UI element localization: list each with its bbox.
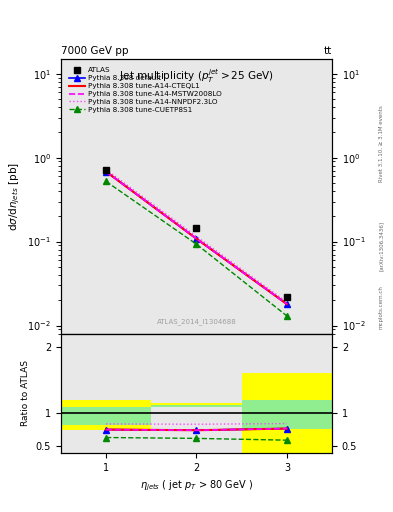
Pythia 8.308 tune-A14-NNPDF2.3LO: [285, 299, 289, 305]
Pythia 8.308 tune-A14-NNPDF2.3LO: [194, 233, 199, 240]
Pythia 8.308 default: [285, 301, 289, 307]
Pythia 8.308 tune-A14-CTEQL1: [104, 168, 108, 175]
Text: Rivet 3.1.10, ≥ 3.1M events: Rivet 3.1.10, ≥ 3.1M events: [379, 105, 384, 182]
Text: 7000 GeV pp: 7000 GeV pp: [61, 46, 129, 56]
ATLAS: [285, 294, 289, 300]
Line: Pythia 8.308 tune-A14-MSTW2008LO: Pythia 8.308 tune-A14-MSTW2008LO: [106, 172, 287, 304]
Line: Pythia 8.308 default: Pythia 8.308 default: [103, 169, 290, 307]
Pythia 8.308 tune-CUETP8S1: [285, 313, 289, 319]
Y-axis label: d$\sigma$/d$n_{jets}$ [pb]: d$\sigma$/d$n_{jets}$ [pb]: [7, 162, 22, 231]
Pythia 8.308 tune-CUETP8S1: [104, 178, 108, 184]
Pythia 8.308 tune-A14-CTEQL1: [194, 236, 199, 242]
Line: Pythia 8.308 tune-A14-NNPDF2.3LO: Pythia 8.308 tune-A14-NNPDF2.3LO: [106, 169, 287, 302]
Pythia 8.308 tune-A14-MSTW2008LO: [285, 301, 289, 307]
Line: ATLAS: ATLAS: [103, 166, 290, 300]
Text: ATLAS_2014_I1304688: ATLAS_2014_I1304688: [157, 318, 236, 326]
Text: [arXiv:1306.3436]: [arXiv:1306.3436]: [379, 221, 384, 271]
ATLAS: [104, 166, 108, 173]
Legend: ATLAS, Pythia 8.308 default, Pythia 8.308 tune-A14-CTEQL1, Pythia 8.308 tune-A14: ATLAS, Pythia 8.308 default, Pythia 8.30…: [67, 65, 224, 115]
Text: tt: tt: [324, 46, 332, 56]
Pythia 8.308 tune-A14-MSTW2008LO: [104, 168, 108, 175]
X-axis label: $\eta_{jets}$ ( jet $p_T$ > 80 GeV ): $\eta_{jets}$ ( jet $p_T$ > 80 GeV ): [140, 478, 253, 493]
Y-axis label: Ratio to ATLAS: Ratio to ATLAS: [21, 360, 30, 426]
Pythia 8.308 tune-A14-NNPDF2.3LO: [104, 166, 108, 173]
Pythia 8.308 tune-CUETP8S1: [194, 241, 199, 247]
Pythia 8.308 default: [104, 168, 108, 175]
Line: Pythia 8.308 tune-CUETP8S1: Pythia 8.308 tune-CUETP8S1: [103, 179, 290, 319]
Line: Pythia 8.308 tune-A14-CTEQL1: Pythia 8.308 tune-A14-CTEQL1: [106, 172, 287, 304]
Pythia 8.308 default: [194, 236, 199, 242]
Pythia 8.308 tune-A14-MSTW2008LO: [194, 236, 199, 242]
Text: Jet multiplicity ($p_T^{jet}>25$ GeV): Jet multiplicity ($p_T^{jet}>25$ GeV): [119, 67, 274, 85]
Text: mcplots.cern.ch: mcplots.cern.ch: [379, 285, 384, 329]
Pythia 8.308 tune-A14-CTEQL1: [285, 301, 289, 307]
ATLAS: [194, 225, 199, 231]
